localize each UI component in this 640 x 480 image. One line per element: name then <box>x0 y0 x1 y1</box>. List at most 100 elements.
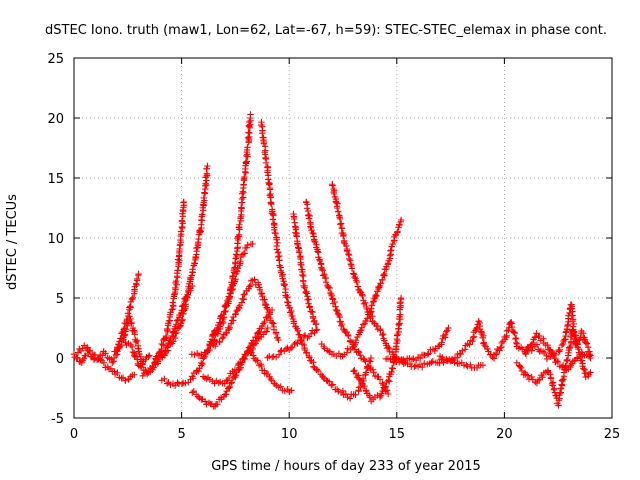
data-point <box>387 247 394 255</box>
data-point <box>310 363 317 370</box>
data-point <box>214 401 221 408</box>
data-point <box>339 320 346 328</box>
data-point <box>361 382 368 390</box>
data-point <box>343 242 350 250</box>
data-point <box>346 255 353 263</box>
data-point <box>310 318 318 325</box>
data-point <box>528 347 535 354</box>
data-point <box>99 352 106 359</box>
data-point <box>127 303 134 310</box>
data-point <box>470 334 477 341</box>
data-point <box>344 345 351 352</box>
data-point <box>129 294 137 301</box>
data-point <box>288 387 295 394</box>
data-point <box>178 317 186 325</box>
data-point <box>120 326 128 333</box>
data-point <box>539 374 546 381</box>
data-point <box>493 351 500 358</box>
data-point <box>587 352 594 359</box>
data-point <box>199 211 206 218</box>
data-point <box>300 272 307 280</box>
data-point <box>329 181 336 188</box>
data-point <box>174 379 181 386</box>
y-tick-label: 0 <box>56 352 64 367</box>
data-point <box>303 349 311 356</box>
data-point <box>230 370 238 377</box>
data-point <box>497 344 504 352</box>
data-point <box>226 383 233 391</box>
data-point <box>270 320 277 327</box>
data-point <box>557 385 565 392</box>
data-point <box>377 280 384 287</box>
data-point <box>480 339 488 346</box>
data-point <box>410 355 417 362</box>
data-point <box>254 329 262 336</box>
data-point <box>302 289 309 296</box>
data-point <box>350 271 358 278</box>
data-point <box>163 380 171 387</box>
data-point <box>80 355 88 363</box>
data-point <box>180 198 187 206</box>
data-point <box>308 226 315 234</box>
data-series <box>247 349 295 396</box>
data-point <box>351 273 358 281</box>
data-point <box>189 282 196 290</box>
data-point <box>113 344 121 351</box>
data-point <box>281 282 288 289</box>
data-point <box>356 376 363 384</box>
data-point <box>351 367 358 374</box>
data-point <box>244 241 251 249</box>
data-point <box>169 299 177 306</box>
data-point <box>122 377 129 384</box>
data-point <box>367 354 375 362</box>
data-point <box>421 352 429 359</box>
data-series <box>302 198 392 398</box>
data-point <box>74 354 81 362</box>
data-point <box>261 318 268 326</box>
data-point <box>249 240 256 248</box>
data-point <box>343 247 351 255</box>
data-point <box>275 336 282 344</box>
data-point <box>343 328 350 336</box>
data-point <box>358 324 365 331</box>
data-point <box>236 221 243 228</box>
data-point <box>188 272 196 279</box>
data-point <box>382 383 389 390</box>
data-point <box>263 328 270 335</box>
data-point <box>189 266 196 273</box>
data-point <box>239 194 247 201</box>
data-point <box>264 305 271 313</box>
data-point <box>549 382 556 389</box>
data-series <box>513 326 594 409</box>
data-point <box>238 195 246 203</box>
data-point <box>172 330 179 337</box>
data-point <box>255 281 262 288</box>
data-point <box>459 347 466 354</box>
data-series <box>111 270 142 355</box>
data-point <box>360 300 368 308</box>
data-point <box>86 347 94 354</box>
x-tick-label: 20 <box>496 427 513 442</box>
data-point <box>273 236 280 243</box>
data-point <box>262 159 270 167</box>
data-point <box>241 173 248 181</box>
data-point <box>536 332 543 340</box>
data-point <box>226 324 233 332</box>
data-point <box>389 240 396 248</box>
data-point <box>227 379 235 387</box>
data-point <box>337 221 344 228</box>
data-point <box>334 204 341 212</box>
data-point <box>347 346 354 354</box>
y-tick-label: -5 <box>51 412 64 427</box>
data-point <box>268 200 275 208</box>
data-point <box>203 165 211 173</box>
data-point <box>334 310 342 317</box>
data-point <box>291 340 298 348</box>
data-point <box>309 229 316 237</box>
data-point <box>573 354 581 361</box>
data-point <box>352 391 359 398</box>
data-point <box>282 345 290 353</box>
data-point <box>218 335 226 342</box>
data-point <box>503 327 511 335</box>
data-point <box>524 372 531 379</box>
